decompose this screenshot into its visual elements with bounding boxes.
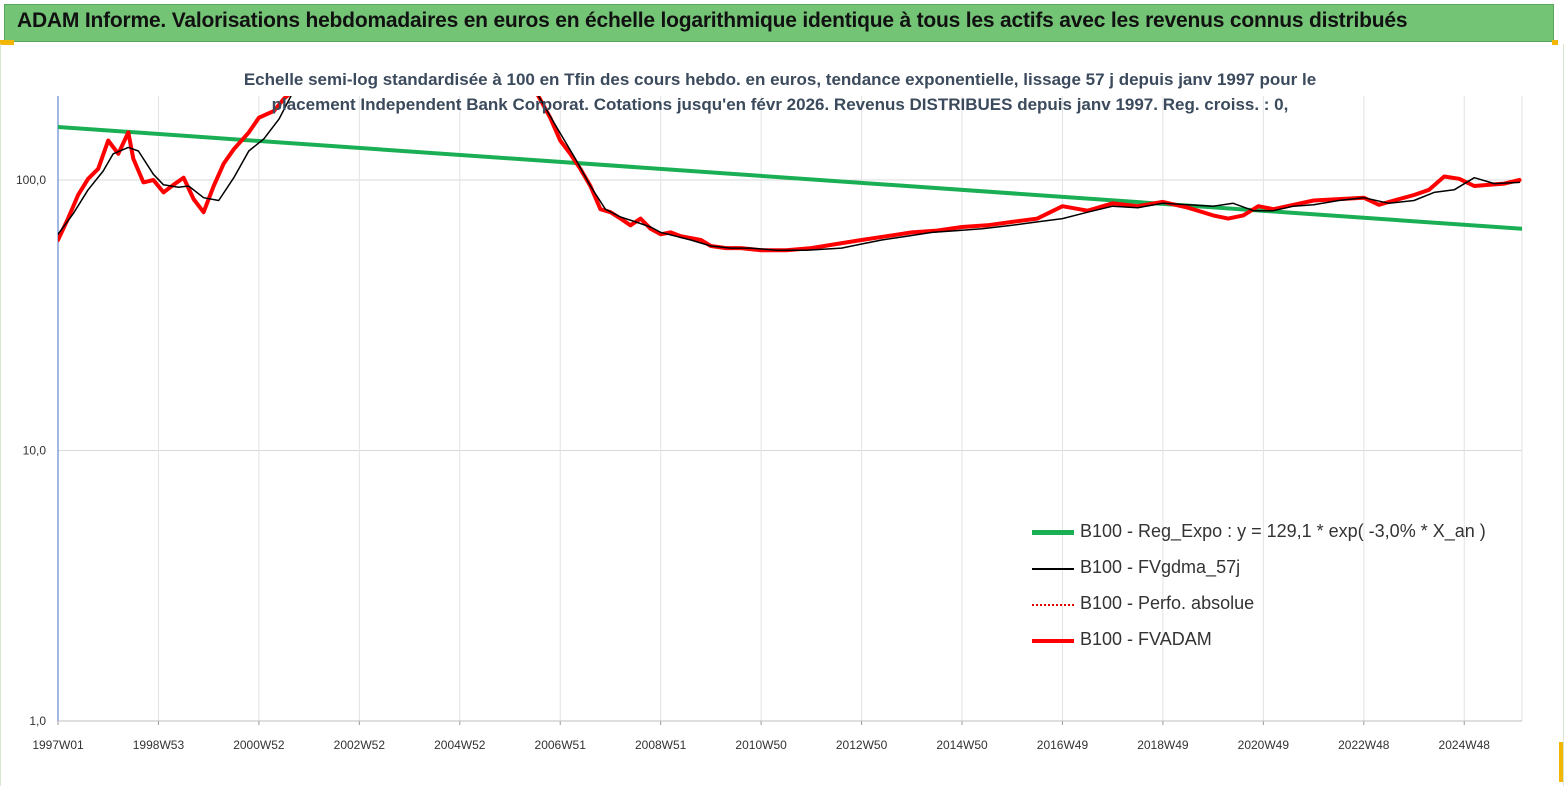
- x-tick-label-3: 2002W52: [334, 738, 386, 752]
- x-tick-label-7: 2010W50: [735, 738, 787, 752]
- legend-swatch-regression: [1032, 530, 1074, 535]
- legend-label-perfo: B100 - Perfo. absolue: [1080, 593, 1255, 613]
- x-tick-label-6: 2008W51: [635, 738, 687, 752]
- x-tick-label-1: 1998W53: [133, 738, 185, 752]
- corner-marker-top-right: [1552, 40, 1558, 45]
- corner-marker-top-left: [0, 40, 14, 45]
- series-line-0: [58, 125, 1522, 231]
- x-tick-label-5: 2006W51: [535, 738, 587, 752]
- x-tick-label-0: 1997W01: [32, 738, 84, 752]
- y-tick-label-1: 10,0: [23, 444, 47, 458]
- x-tick-label-10: 2016W49: [1037, 738, 1089, 752]
- legend-label-fvadam: B100 - FVADAM: [1080, 629, 1212, 649]
- series: [58, 96, 1522, 253]
- legend-swatch-fvadam: [1032, 639, 1074, 643]
- series-line-1: [58, 96, 1521, 251]
- chart-subtitle: Echelle semi-log standardisée à 100 en T…: [175, 67, 1385, 117]
- header-bar: ADAM Informe. Valorisations hebdomadaire…: [4, 4, 1554, 42]
- y-tick-label-0: 1,0: [29, 714, 46, 728]
- x-tick-label-4: 2004W52: [434, 738, 486, 752]
- chart-subtitle-line-2: placement Independent Bank Corporat. Cot…: [271, 95, 1289, 114]
- x-tick-label-12: 2020W49: [1238, 738, 1290, 752]
- x-tick-label-2: 2000W52: [233, 738, 285, 752]
- chart-frame: [0, 44, 1564, 786]
- x-tick-label-13: 2022W48: [1338, 738, 1390, 752]
- y-tick-label-2: 100,0: [16, 173, 46, 187]
- legend-label-fvgdma: B100 - FVgdma_57j: [1080, 557, 1241, 577]
- corner-marker-bottom-right: [1559, 742, 1564, 782]
- legend-label-regression: B100 - Reg_Expo : y = 129,1 * exp( -3,0%…: [1080, 521, 1486, 541]
- axes: [57, 96, 1522, 725]
- grid: [57, 96, 1523, 722]
- series-line-3: [58, 96, 1522, 253]
- x-tick-label-9: 2014W50: [936, 738, 988, 752]
- tick-labels: 1,0 10,0 100,0 1997W01 1998W53 2000W52 2002W52…: [16, 173, 1490, 752]
- legend-swatch-fvgdma: [1032, 568, 1074, 570]
- legend-swatch-perfo: [1032, 604, 1074, 606]
- x-tick-label-14: 2024W48: [1439, 738, 1491, 752]
- report-title: ADAM Informe. Valorisations hebdomadaire…: [17, 9, 1408, 32]
- x-tick-label-11: 2018W49: [1137, 738, 1189, 752]
- chart-subtitle-line-1: Echelle semi-log standardisée à 100 en T…: [243, 70, 1317, 89]
- x-tick-label-8: 2012W50: [836, 738, 888, 752]
